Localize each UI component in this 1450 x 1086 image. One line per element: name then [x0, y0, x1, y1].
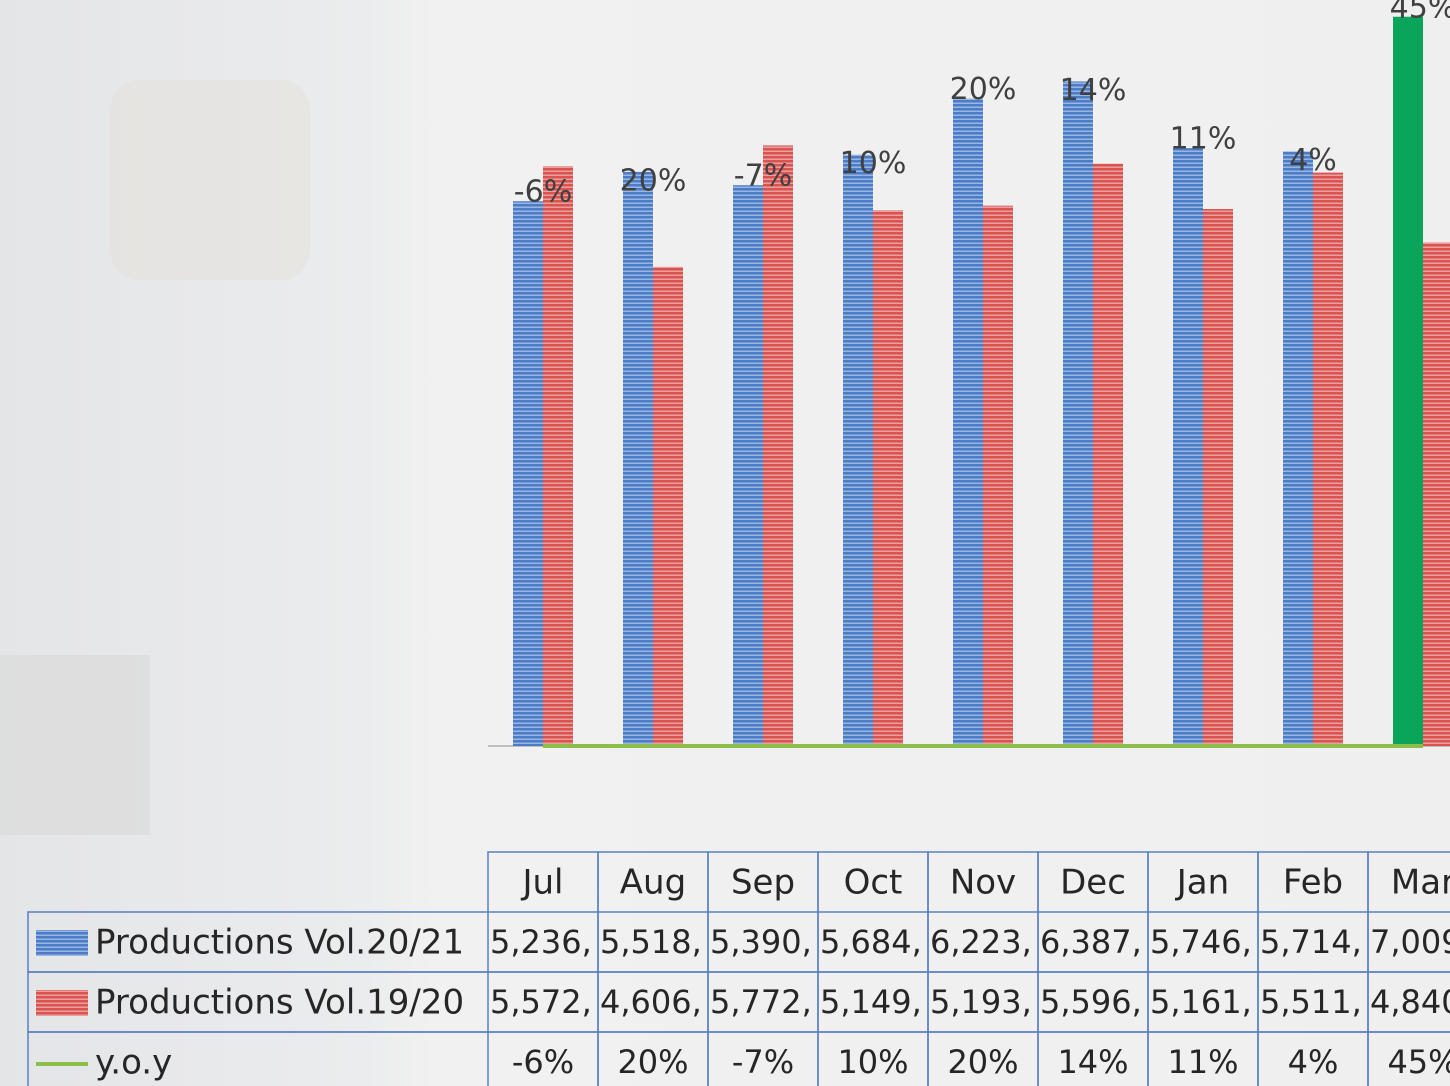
table-value: 5,149,: [820, 983, 922, 1021]
bar: [543, 166, 573, 746]
data-label: 20%: [950, 72, 1017, 107]
table-value: 5,193,: [930, 983, 1032, 1021]
bar: [733, 185, 763, 746]
bar: [513, 201, 543, 746]
data-label: -7%: [734, 159, 792, 194]
table-value: 5,390,: [710, 923, 812, 961]
table-header: Nov: [950, 863, 1016, 903]
table-value: 5,746,: [1150, 923, 1252, 961]
table-value: 20%: [617, 1043, 688, 1081]
bar: [1063, 81, 1093, 746]
bar: [763, 145, 793, 746]
data-label: 45%: [1390, 0, 1450, 25]
table-value: 7,009,: [1370, 923, 1450, 961]
data-label: 10%: [840, 146, 907, 181]
bar: [653, 267, 683, 746]
legend-key: [36, 930, 88, 956]
table-header: Feb: [1283, 863, 1343, 903]
bar: [953, 99, 983, 746]
bar: [1313, 173, 1343, 746]
table-value: -6%: [512, 1043, 574, 1081]
legend-label: y.o.y: [95, 1043, 172, 1083]
bar: [1173, 148, 1203, 746]
table-value: 4%: [1288, 1043, 1339, 1081]
page: -6% 20% -7% 10% 20% 14% 11% 4% 45% Jul Aug Sep Oct No…: [0, 0, 1450, 1086]
table-header: Jan: [1175, 863, 1229, 903]
table-header: Aug: [620, 863, 686, 903]
table-header: Dec: [1060, 863, 1126, 903]
background-shape: [110, 80, 310, 280]
data-label: 4%: [1289, 143, 1337, 178]
table-value: 10%: [837, 1043, 908, 1081]
table-header: Oct: [844, 863, 903, 903]
table-header: Mar: [1391, 863, 1450, 903]
data-label: 14%: [1060, 73, 1127, 108]
table-value: 5,518,: [600, 923, 702, 961]
data-label: 20%: [620, 163, 687, 198]
legend-key: [36, 990, 88, 1016]
table-value: 6,387,: [1040, 923, 1142, 961]
table-value: 4,840,: [1370, 983, 1450, 1021]
table-value: 14%: [1057, 1043, 1128, 1081]
bar: [1393, 17, 1423, 746]
table-value: 5,161,: [1150, 983, 1252, 1021]
table-value: 5,572,: [490, 983, 592, 1021]
table-value: 45%: [1387, 1043, 1450, 1081]
data-label: -6%: [514, 175, 572, 210]
table-value: -7%: [732, 1043, 794, 1081]
table-value: 5,772,: [710, 983, 812, 1021]
bar: [1093, 164, 1123, 746]
table-header: Jul: [520, 863, 563, 903]
bar: [843, 155, 873, 746]
bar: [623, 172, 653, 746]
chart: -6% 20% -7% 10% 20% 14% 11% 4% 45% Jul Aug Sep Oct No…: [0, 0, 1450, 1086]
legend-label: Productions Vol.19/20: [95, 983, 464, 1023]
bar: [1203, 209, 1233, 746]
background-shape: [0, 655, 150, 835]
table-header: Sep: [731, 863, 795, 903]
table-value: 6,223,: [930, 923, 1032, 961]
data-label: 11%: [1170, 122, 1237, 157]
table-value: 5,511,: [1260, 983, 1362, 1021]
table-value: 5,714,: [1260, 923, 1362, 961]
bar: [873, 210, 903, 746]
table-value: 11%: [1167, 1043, 1238, 1081]
table-value: 5,236,: [490, 923, 592, 961]
bar: [1423, 242, 1450, 746]
bar: [1283, 151, 1313, 746]
table-value: 5,596,: [1040, 983, 1142, 1021]
table-value: 20%: [947, 1043, 1018, 1081]
legend-label: Productions Vol.20/21: [95, 923, 464, 963]
table-value: 5,684,: [820, 923, 922, 961]
bar: [983, 206, 1013, 746]
table-value: 4,606,: [600, 983, 702, 1021]
